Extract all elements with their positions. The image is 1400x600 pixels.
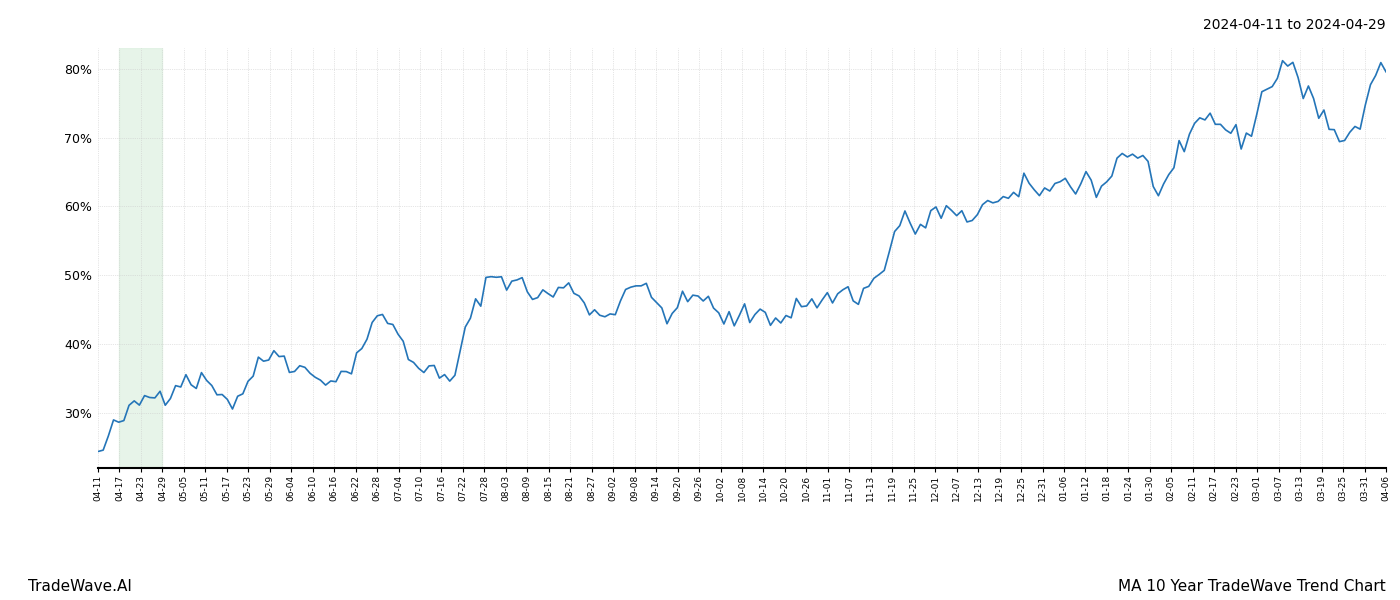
Text: MA 10 Year TradeWave Trend Chart: MA 10 Year TradeWave Trend Chart: [1119, 579, 1386, 594]
Text: 2024-04-11 to 2024-04-29: 2024-04-11 to 2024-04-29: [1204, 18, 1386, 32]
Bar: [119, 48, 162, 468]
Text: TradeWave.AI: TradeWave.AI: [28, 579, 132, 594]
